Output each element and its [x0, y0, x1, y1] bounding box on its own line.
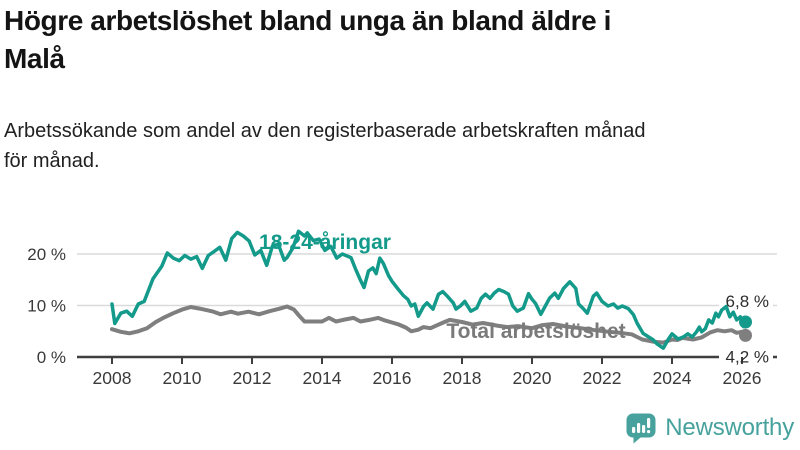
chart-subtitle: Arbetssökande som andel av den registerb…: [4, 120, 646, 172]
series-label-young: 18-24-åringar: [259, 231, 391, 254]
series-line-young: [110, 229, 748, 350]
chart-title: Högre arbetslöshet bland unga än bland ä…: [4, 5, 612, 74]
end-value-label-young: 6,8 %: [726, 292, 769, 311]
x-tick-label: 2026: [723, 368, 762, 388]
end-label-bg: [719, 347, 773, 366]
series-line-total: [110, 304, 748, 345]
end-value-label-total: 4,2 %: [726, 347, 769, 366]
logo-bubble: [626, 413, 656, 444]
logo-bar-3: [642, 425, 646, 433]
series-label-total: Total arbetslöshet: [446, 320, 625, 343]
x-tick-label: 2008: [93, 368, 132, 388]
x-tick-label: 2012: [233, 368, 272, 388]
x-tick-label: 2020: [513, 368, 552, 388]
newsworthy-brand[interactable]: Newsworthy: [625, 410, 794, 446]
x-tick-label: 2010: [163, 368, 202, 388]
y-tick-label: 20 %: [27, 245, 66, 264]
brand-name: Newsworthy: [665, 414, 794, 441]
x-tick-label: 2018: [443, 368, 482, 388]
x-tick-label: 2022: [583, 368, 622, 388]
logo-exclamation-dot: [647, 430, 651, 434]
x-tick-label: 2016: [373, 368, 412, 388]
x-tick-label: 2014: [303, 368, 342, 388]
end-dot-young: [739, 315, 752, 329]
logo-exclamation-stem: [647, 418, 651, 428]
logo-bar-2: [637, 423, 641, 433]
x-tick-label: 2024: [653, 368, 692, 388]
y-tick-label: 0 %: [37, 348, 66, 367]
logo-bar-1: [632, 427, 636, 433]
newsworthy-logo-icon: [626, 413, 656, 444]
end-dot-total: [739, 328, 752, 342]
end-label-bg: [719, 291, 773, 310]
y-tick-label: 10 %: [27, 297, 66, 316]
